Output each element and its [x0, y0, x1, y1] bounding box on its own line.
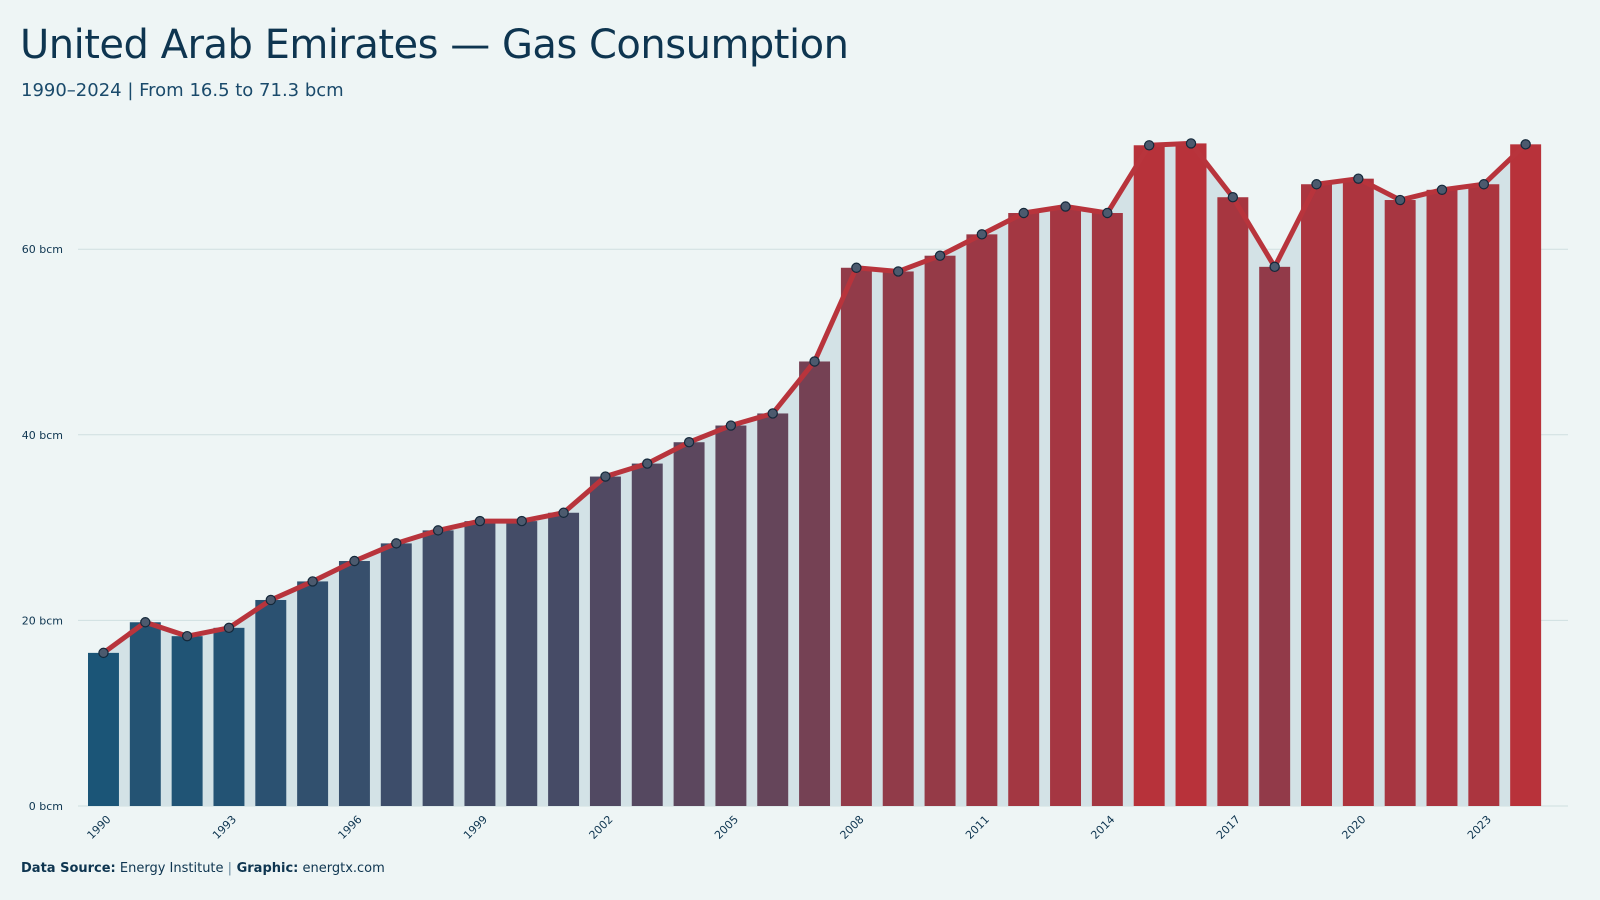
graphic-value: energtx.com	[298, 861, 385, 876]
bar-2002	[589, 476, 621, 806]
point-2024	[1520, 139, 1531, 150]
point-2014	[1102, 207, 1113, 219]
y-tick-label: 40 bcm	[22, 429, 63, 442]
line-points	[98, 138, 1531, 659]
point-2018	[1269, 261, 1280, 273]
point-2021	[1394, 194, 1406, 206]
bar-1996	[338, 561, 370, 806]
bar-1990	[88, 652, 119, 806]
point-2010	[934, 250, 946, 261]
x-tick-label: 2005	[712, 813, 741, 842]
point-1994	[265, 594, 276, 606]
bar-2013	[1050, 206, 1082, 807]
point-2005	[725, 420, 737, 431]
bar-2008	[840, 267, 872, 806]
footer: Data Source: Energy Institute | Graphic:…	[21, 861, 385, 876]
bar-2017	[1217, 197, 1249, 806]
point-2009	[893, 266, 904, 277]
point-2011	[976, 229, 988, 240]
x-tick-label: 1996	[336, 813, 365, 842]
point-1996	[349, 555, 360, 567]
point-2006	[767, 408, 778, 419]
point-2015	[1143, 140, 1155, 151]
bar-2001	[548, 512, 580, 806]
bar-1999	[464, 521, 496, 806]
point-2007	[809, 356, 820, 367]
point-2023	[1478, 179, 1490, 190]
point-1999	[474, 515, 486, 527]
point-1991	[140, 617, 151, 628]
x-tick-label: 1993	[210, 813, 239, 842]
point-1993	[223, 622, 235, 634]
point-2016	[1185, 138, 1197, 149]
point-2008	[851, 262, 862, 273]
x-tick-label: 2011	[963, 813, 992, 842]
point-2012	[1018, 207, 1029, 219]
point-2017	[1227, 192, 1239, 203]
point-2022	[1436, 184, 1448, 196]
bar-1991	[129, 622, 161, 806]
bar-2006	[757, 413, 789, 806]
x-axis-ticks: 1990 1993 1996 1999 2002 2005 2008 2011 2014 2017…	[85, 813, 1494, 842]
point-1998	[432, 525, 444, 536]
y-tick-label: 60 bcm	[22, 243, 63, 256]
point-1997	[391, 538, 402, 549]
graphic-label: Graphic:	[232, 861, 299, 876]
bar-2003	[631, 463, 663, 806]
source-label: Data Source:	[21, 861, 116, 876]
bar-2019	[1301, 184, 1332, 807]
point-2002	[600, 471, 611, 482]
bar-2000	[506, 521, 538, 806]
bar-2024	[1510, 144, 1542, 806]
point-1995	[307, 576, 318, 587]
bar-2023	[1468, 184, 1500, 807]
bar-1998	[422, 530, 454, 806]
point-2001	[558, 507, 569, 518]
bar-2015	[1133, 145, 1165, 806]
y-tick-label: 20 bcm	[22, 614, 63, 627]
bar-1997	[380, 543, 412, 806]
bar-1992	[171, 636, 203, 806]
chart-subtitle: 1990–2024 | From 16.5 to 71.3 bcm	[21, 80, 344, 101]
bar-series	[88, 143, 1542, 807]
x-tick-label: 2008	[838, 813, 867, 842]
bar-2018	[1259, 266, 1291, 806]
footer-separator: |	[227, 861, 233, 876]
point-2013	[1060, 201, 1071, 212]
point-2003	[642, 458, 653, 469]
x-tick-label: 1990	[85, 813, 114, 842]
bar-2020	[1342, 178, 1374, 806]
source-value: Energy Institute	[115, 861, 228, 876]
bar-2012	[1008, 213, 1040, 806]
y-tick-label: 0 bcm	[29, 800, 63, 813]
bar-2016	[1175, 143, 1207, 806]
point-1992	[181, 630, 193, 642]
bar-2004	[673, 442, 705, 806]
chart-title: United Arab Emirates — Gas Consumption	[20, 22, 849, 68]
bar-2007	[799, 361, 831, 806]
x-tick-label: 2020	[1339, 813, 1368, 842]
bar-2022	[1426, 189, 1458, 807]
x-tick-label: 2002	[587, 813, 616, 842]
bar-2005	[715, 425, 747, 806]
point-2019	[1311, 179, 1322, 190]
x-tick-label: 2023	[1465, 813, 1494, 842]
x-tick-label: 1999	[461, 813, 490, 842]
x-tick-label: 2014	[1088, 813, 1117, 842]
bar-2014	[1091, 213, 1123, 806]
point-2000	[516, 515, 527, 527]
point-2020	[1353, 173, 1364, 184]
bar-2021	[1384, 200, 1416, 807]
point-1990	[98, 647, 109, 659]
y-axis-ticks: 0 bcm 20 bcm 40 bcm 60 bcm	[22, 243, 63, 813]
bar-2009	[882, 271, 914, 806]
point-2004	[683, 437, 695, 448]
x-tick-label: 2017	[1214, 813, 1243, 842]
bar-1995	[297, 581, 329, 806]
bar-2011	[966, 234, 998, 807]
bar-2010	[924, 255, 956, 807]
bar-1993	[213, 627, 245, 806]
bar-1994	[255, 599, 287, 806]
